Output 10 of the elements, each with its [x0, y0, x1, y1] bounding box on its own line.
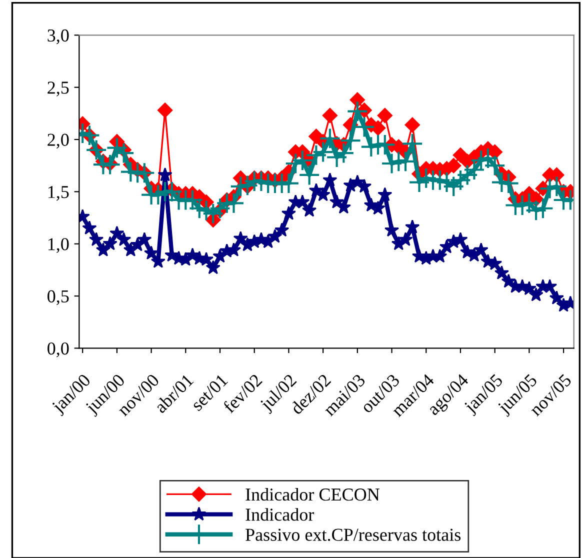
y-tick-label: 1,5: [48, 186, 69, 201]
legend-label: Indicador CECON: [246, 488, 380, 501]
y-tick-label: 0,5: [48, 290, 69, 306]
y-tick-label: 3,0: [48, 29, 69, 44]
y-tick-label: 0,0: [48, 342, 69, 358]
legend-label: Indicador: [246, 508, 314, 521]
y-tick-label: 2,5: [48, 82, 69, 96]
y-tick-label: 2,0: [48, 134, 69, 149]
legend-label: Passivo ext.CP/reservas totais: [246, 528, 461, 541]
y-tick-label: 1,0: [48, 238, 69, 253]
